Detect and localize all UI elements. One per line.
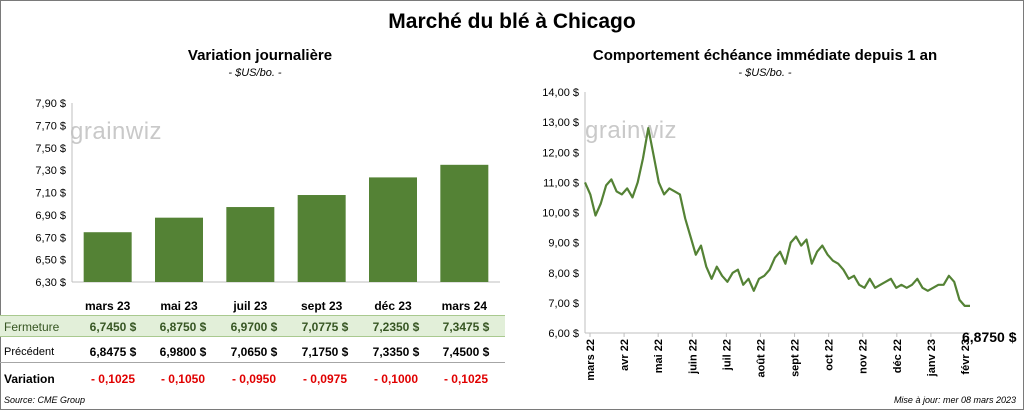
bar [155, 217, 203, 282]
bar-chart: 6,30 $ 6,50 $ 6,70 $ 6,90 $ 7,10 $ 7,30 $ 7,50… [35, 98, 500, 313]
close-label: Fermeture [4, 320, 60, 334]
x-tick-label: sept 22 [790, 339, 802, 377]
x-category-label: déc 23 [374, 299, 412, 313]
last-value-label: 6,8750 $ [962, 329, 1017, 345]
x-tick-label: juin 22 [687, 339, 699, 375]
watermark-right: grainwiz [585, 117, 678, 144]
y-tick-label: 7,50 $ [35, 143, 66, 155]
close-cell: 6,9700 $ [230, 320, 278, 334]
source-note: Source: CME Group [4, 395, 86, 405]
close-cell: 7,2350 $ [372, 320, 420, 334]
previous-cell: 7,4500 $ [442, 345, 490, 359]
y-tick-label: 10,00 $ [542, 208, 579, 220]
x-tick-label: avr 22 [619, 339, 631, 371]
y-tick-label: 6,00 $ [548, 328, 579, 340]
close-cell: 7,0775 $ [301, 320, 349, 334]
x-category-label: mai 23 [160, 299, 198, 313]
previous-label: Précédent [4, 346, 55, 358]
x-tick-label: déc 22 [892, 339, 904, 373]
variation-cell: - 0,1000 [373, 372, 419, 386]
y-tick-label: 14,00 $ [542, 87, 579, 99]
close-cell: 6,7450 $ [89, 320, 137, 334]
close-cell: 6,8750 $ [159, 320, 207, 334]
x-tick-label: janv 23 [926, 339, 938, 377]
y-tick-label: 7,10 $ [35, 188, 66, 200]
x-tick-label: mai 22 [653, 339, 665, 373]
right-chart-subtitle: Comportement échéance immédiate depuis 1… [592, 47, 938, 64]
previous-cell: 6,8475 $ [89, 345, 137, 359]
y-tick-label: 11,00 $ [543, 177, 579, 189]
previous-cell: 7,0650 $ [230, 345, 278, 359]
y-tick-label: 6,70 $ [35, 232, 66, 244]
left-chart-subtitle: Variation journalière [187, 47, 333, 64]
y-tick-label: 6,50 $ [35, 255, 66, 267]
x-tick-label: mars 22 [585, 339, 597, 381]
x-tick-label: juil 22 [721, 339, 733, 371]
variation-cell: - 0,1025 [90, 372, 136, 386]
table-row-previous: Précédent 6,8475 $ 6,9800 $ 7,0650 $ 7,1… [0, 341, 505, 363]
price-series-line [583, 126, 970, 307]
update-note: Mise à jour: mer 08 mars 2023 [893, 395, 1016, 405]
variation-cell: - 0,1025 [443, 372, 489, 386]
x-tick-label: août 22 [755, 339, 767, 378]
right-chart-unit: - $US/bo. - [738, 67, 792, 79]
y-tick-label: 9,00 $ [548, 238, 579, 250]
y-tick-label: 6,90 $ [35, 210, 66, 222]
table-row-variation: Variation - 0,1025 - 0,1050 - 0,0950 - 0… [0, 368, 505, 390]
x-tick-label: févr 23 [960, 339, 972, 374]
page-title: Marché du blé à Chicago [388, 10, 636, 33]
previous-cell: 6,9800 $ [159, 345, 207, 359]
x-tick-label: oct 22 [824, 339, 836, 371]
watermark-left: grainwiz [70, 118, 163, 145]
table-row-close: Fermeture 6,7450 $ 6,8750 $ 6,9700 $ 7,0… [0, 315, 505, 337]
x-category-label: sept 23 [301, 299, 343, 313]
bar [297, 195, 346, 282]
variation-cell: - 0,0950 [231, 372, 277, 386]
y-tick-label: 7,00 $ [548, 298, 579, 310]
x-category-label: mars 24 [442, 299, 488, 313]
bar [226, 207, 275, 282]
close-cell: 7,3475 $ [442, 320, 490, 334]
variation-cell: - 0,1050 [160, 372, 206, 386]
previous-cell: 7,3350 $ [372, 345, 420, 359]
x-category-label: mars 23 [85, 299, 131, 313]
line-chart: 6,00 $ 7,00 $ 8,00 $ 9,00 $ 10,00 $ 11,00 $ 12… [542, 87, 972, 381]
y-tick-label: 7,90 $ [35, 98, 66, 110]
x-category-label: juil 23 [232, 299, 267, 313]
y-tick-label: 13,00 $ [542, 117, 579, 129]
bar [369, 177, 417, 282]
y-tick-label: 12,00 $ [542, 147, 579, 159]
y-tick-label: 8,00 $ [548, 268, 579, 280]
y-tick-label: 6,30 $ [35, 277, 66, 289]
y-tick-label: 7,70 $ [35, 120, 66, 132]
y-tick-label: 7,30 $ [35, 165, 66, 177]
previous-cell: 7,1750 $ [301, 345, 349, 359]
left-chart-unit: - $US/bo. - [228, 67, 282, 79]
bar [440, 164, 489, 282]
bar [83, 232, 132, 282]
variation-label: Variation [4, 372, 55, 386]
variation-cell: - 0,0975 [302, 372, 348, 386]
x-tick-label: nov 22 [858, 339, 870, 374]
